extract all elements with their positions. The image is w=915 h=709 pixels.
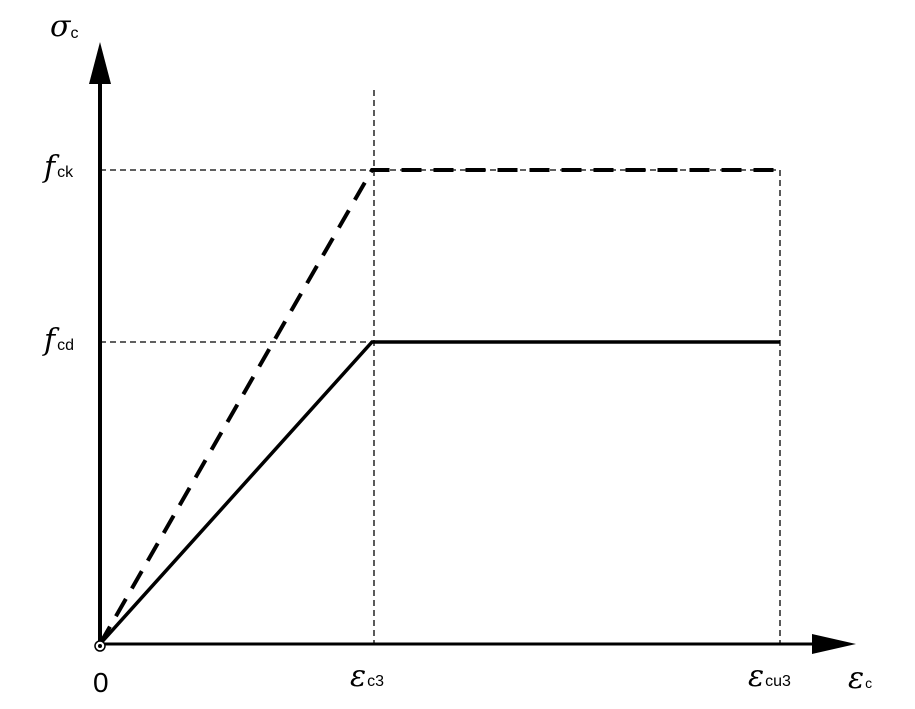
ecu3-label: εcu3 <box>748 659 791 694</box>
x-axis-label: εc <box>848 661 872 696</box>
origin-label: 0 <box>93 667 109 698</box>
fck-label: f ck <box>42 150 74 185</box>
x-axis-arrow <box>812 634 856 654</box>
y-axis-label: σc <box>50 9 78 44</box>
characteristic-curve <box>98 168 780 645</box>
design-curve <box>98 340 780 646</box>
fcd-label: f cd <box>42 323 74 358</box>
ec3-label: εc3 <box>350 659 384 694</box>
y-axis-arrow <box>89 42 111 84</box>
